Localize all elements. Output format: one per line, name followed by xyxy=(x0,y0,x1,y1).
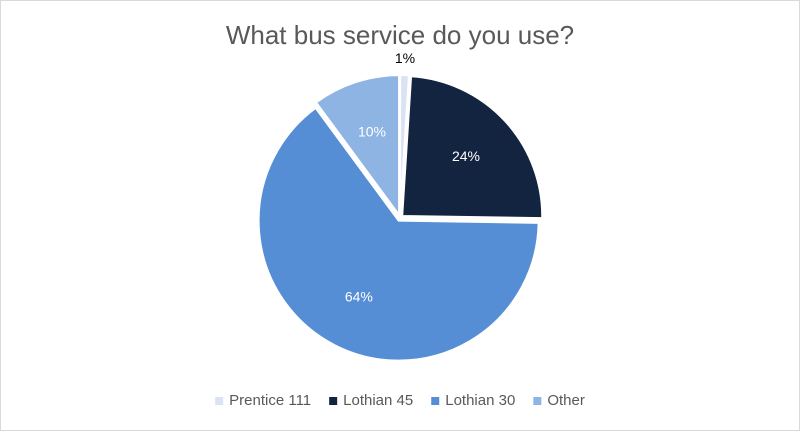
pie-slice xyxy=(314,74,401,219)
data-label: 1% xyxy=(395,50,415,66)
pie-slice xyxy=(257,106,540,362)
legend-label: Prentice 111 xyxy=(229,392,311,409)
legend-label: Lothian 45 xyxy=(343,392,413,409)
data-label: 64% xyxy=(345,289,373,305)
pie-slice xyxy=(399,74,411,216)
legend-marker xyxy=(329,397,338,405)
legend-label: Lothian 30 xyxy=(445,392,515,409)
legend-marker xyxy=(431,397,440,405)
legend-label: Other xyxy=(547,392,585,409)
legend-marker xyxy=(215,397,224,405)
pie-slice xyxy=(401,75,544,220)
data-label: 10% xyxy=(358,123,386,139)
legend-marker xyxy=(533,397,542,405)
chart-title: What bus service do you use? xyxy=(226,20,574,50)
data-label: 24% xyxy=(452,148,480,164)
